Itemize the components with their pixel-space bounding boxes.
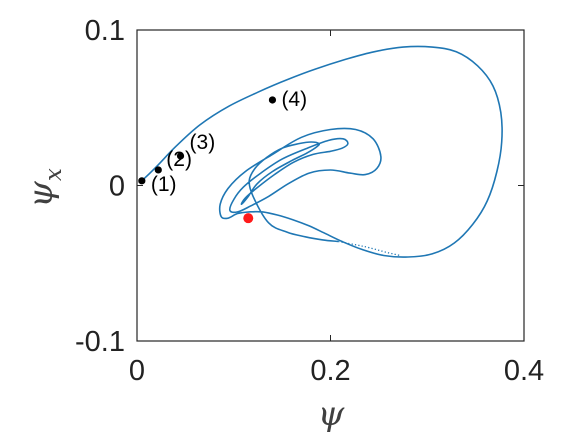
y-tick-label: 0.1 <box>85 15 125 47</box>
x-tick-label: 0.2 <box>310 355 350 387</box>
y-axis-label: ψ <box>21 181 61 208</box>
plot-frame <box>136 29 525 342</box>
marked-point-label: (2) <box>166 148 192 171</box>
highlight-point <box>243 213 254 224</box>
marked-point <box>268 96 277 104</box>
marked-point-label: (1) <box>151 173 177 196</box>
marked-point <box>154 166 162 174</box>
ticks-layer: 0 0.2 0.4-0.100.1 <box>75 15 544 387</box>
points-layer: (1)(2)(3) (4) <box>138 88 307 224</box>
trajectory-line <box>141 45 503 258</box>
y-axis-label-group: ψx <box>21 168 67 208</box>
marked-point-label: (4) <box>281 88 307 111</box>
marked-point-label: (3) <box>190 131 216 154</box>
trajectory-tail <box>338 240 401 257</box>
y-axis-label-subscript: x <box>41 168 67 181</box>
marked-point <box>176 152 185 160</box>
x-tick-label: 0 <box>129 355 145 387</box>
x-tick-label: 0.4 <box>504 355 544 387</box>
y-tick-label: -0.1 <box>75 326 125 358</box>
svg-text:ψx: ψx <box>21 168 67 208</box>
y-tick-label: 0 <box>109 171 125 203</box>
trajectory-layer <box>141 45 503 258</box>
marked-point <box>138 177 146 185</box>
x-axis-label: ψ <box>318 394 345 434</box>
